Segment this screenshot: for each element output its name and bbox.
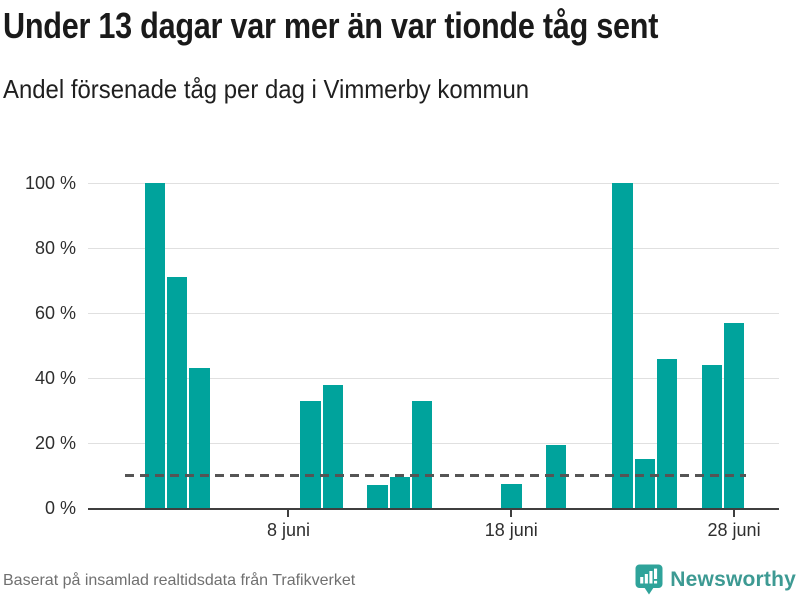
gridline-60 — [88, 312, 779, 314]
bar-23-juni — [612, 183, 633, 508]
y-tick-label-0: 0 % — [44, 498, 76, 518]
x-tick-8-juni — [287, 509, 290, 517]
y-tick-label-20: 20 % — [34, 433, 76, 453]
bar-24-juni — [634, 459, 656, 508]
bar-10-juni — [322, 384, 344, 508]
gridline-100 — [88, 182, 779, 184]
bar-3-juni — [166, 277, 188, 508]
y-tick-label-100: 100 % — [24, 173, 76, 193]
bar-12-juni — [367, 485, 388, 508]
bar-9-juni — [300, 400, 321, 508]
y-tick-label-80: 80 % — [34, 238, 76, 258]
plot-area: 8 juni 18 juni 28 juni — [88, 182, 779, 540]
bar-14-juni — [411, 400, 433, 508]
bar-13-juni — [389, 477, 411, 508]
x-tick-28-juni — [733, 509, 736, 517]
chart-subtitle: Andel försenade tåg per dag i Vimmerby k… — [3, 74, 530, 104]
source-note: Baserat på insamlad realtidsdata från Tr… — [3, 572, 356, 589]
gridline-20 — [88, 442, 779, 444]
bar-18-juni — [501, 483, 522, 508]
brand-name: Newsworthy — [670, 568, 796, 591]
x-tick-label-28-juni: 28 juni — [707, 520, 761, 540]
bar-27-juni — [701, 365, 723, 508]
x-tick-18-juni — [510, 509, 513, 517]
gridline-40 — [88, 377, 779, 379]
y-tick-label-40: 40 % — [34, 368, 76, 388]
newsworthy-logo: Newsworthy — [635, 564, 796, 596]
chart-title: Under 13 dagar var mer än var tionde tåg… — [3, 5, 659, 46]
gridline-80 — [88, 247, 779, 249]
bar-25-juni — [656, 358, 678, 508]
bar-2-juni — [144, 183, 166, 508]
reference-line-10pct — [125, 474, 746, 477]
newsworthy-icon — [635, 564, 663, 596]
x-tick-label-8-juni: 8 juni — [266, 520, 310, 540]
bar-28-juni — [723, 322, 745, 508]
y-axis-labels: 0 % 20 % 40 % 60 % 80 % 100 % — [0, 173, 76, 518]
x-tick-label-18-juni: 18 juni — [484, 520, 538, 540]
bar-4-juni — [189, 368, 210, 508]
y-tick-label-60: 60 % — [34, 303, 76, 323]
